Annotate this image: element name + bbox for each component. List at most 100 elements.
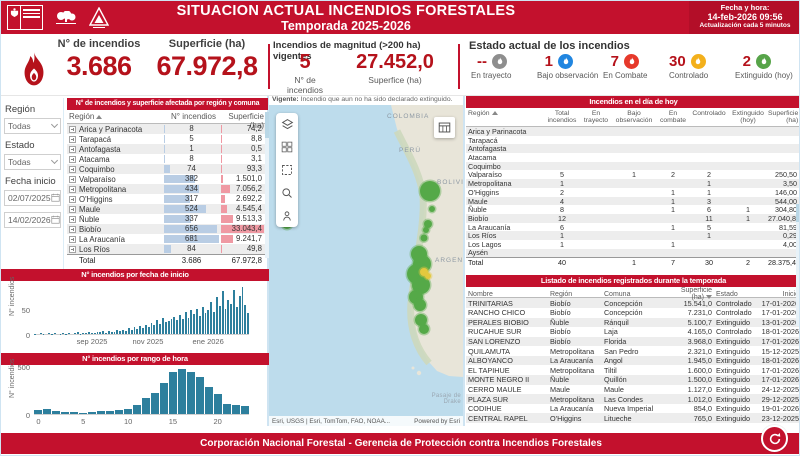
region-table-row[interactable]: Ñuble 337 9.513,3	[67, 214, 268, 224]
chart-bar[interactable]	[147, 326, 150, 334]
listado-table-row[interactable]: PERALES BIOBIO Ñuble Ránquil 5.100,7 Extingu…	[466, 317, 799, 328]
chart-bar[interactable]	[106, 410, 114, 414]
chart-bar[interactable]	[144, 325, 147, 334]
chart-bar[interactable]	[247, 313, 250, 334]
chart-bar[interactable]	[136, 329, 139, 334]
chart-bar[interactable]	[227, 299, 230, 334]
locate-person-icon[interactable]	[280, 209, 294, 223]
chart-bar[interactable]	[204, 313, 207, 334]
today-table-row[interactable]: Metropolitana 1 1 3,50	[466, 179, 799, 188]
chart-bar[interactable]	[34, 410, 42, 414]
chart-bar[interactable]	[193, 314, 196, 334]
fire-cluster-marker[interactable]	[423, 271, 433, 281]
today-table-row[interactable]: Aysén	[466, 248, 799, 257]
expand-icon[interactable]	[69, 145, 76, 153]
chart-bar[interactable]	[107, 330, 110, 334]
region-table-row[interactable]: Tarapacá 5 8,8	[67, 134, 268, 144]
chart-bar[interactable]	[159, 324, 161, 334]
chart-bar[interactable]	[196, 377, 204, 414]
chart-bar[interactable]	[96, 331, 99, 334]
fecha-hasta-input[interactable]: 14/02/2026	[4, 212, 61, 228]
chart-bar[interactable]	[139, 326, 142, 334]
chart-bar[interactable]	[119, 331, 122, 334]
chart-bar[interactable]	[184, 311, 187, 334]
chart-bar[interactable]	[153, 325, 156, 334]
fire-cluster-marker[interactable]	[418, 179, 442, 203]
chart-bar[interactable]	[201, 307, 204, 334]
listado-table-row[interactable]: MONTE NEGRO II Ñuble Quillón 1.500,0 Extingu…	[466, 375, 799, 385]
region-table-header[interactable]: Región N° incendios Superficie (ha)	[67, 110, 268, 130]
chart-bar[interactable]	[115, 410, 123, 414]
chart-bar[interactable]	[125, 330, 127, 334]
expand-icon[interactable]	[69, 235, 76, 243]
extent-select-icon[interactable]	[280, 163, 294, 177]
chart-bar[interactable]	[173, 316, 176, 334]
chart-bar[interactable]	[169, 372, 177, 414]
chart-bar[interactable]	[93, 333, 96, 334]
chart-bar[interactable]	[178, 368, 186, 414]
listado-table-row[interactable]: CERRO MAULE Maule Maule 1.127,0 Extinguido 24…	[468, 384, 799, 394]
chart-bar[interactable]	[207, 309, 210, 334]
today-table-row[interactable]: Atacama	[468, 152, 497, 162]
expand-icon[interactable]	[69, 245, 76, 253]
attribution-esri[interactable]: Powered by Esri	[414, 417, 460, 425]
listado-table-row[interactable]: CODIHUE La Araucanía Nueva Imperial 854,0 Ex…	[468, 404, 799, 414]
chart-bar[interactable]	[53, 333, 56, 334]
chart-bar[interactable]	[196, 308, 198, 334]
listado-table-row[interactable]: TRINITARIAS Biobío Concepción 15.541,0 Contr…	[466, 298, 799, 308]
chart-bar[interactable]	[223, 403, 231, 414]
listado-table-row[interactable]: EL TAPIHUE Metropolitana Tiltil 1.600,0 Exti…	[468, 365, 799, 375]
chart-bar[interactable]	[88, 331, 90, 334]
chart-bar[interactable]	[122, 329, 124, 334]
chart-bar[interactable]	[216, 297, 218, 334]
listado-table-row[interactable]: CENTRAL RAPEL O'Higgins Litueche 765,0 Extin…	[466, 413, 799, 424]
chart-bar[interactable]	[68, 332, 70, 334]
chart-bar[interactable]	[142, 398, 150, 414]
chart-bar[interactable]	[221, 290, 224, 334]
chart-bar[interactable]	[105, 332, 107, 334]
chart-bar[interactable]	[205, 387, 213, 414]
chart-bar[interactable]	[88, 412, 96, 414]
fire-cluster-marker[interactable]	[412, 297, 428, 313]
today-table-row[interactable]: Los Lagos 1 1 4,00	[468, 239, 797, 249]
region-table-row[interactable]: Antofagasta 1 0,5	[67, 144, 268, 154]
today-table-row[interactable]: Arica y Parinacota	[466, 127, 799, 136]
listado-table-row[interactable]: ALBOYANCO La Araucanía Angol 1.945,0 Extingu…	[466, 355, 799, 366]
today-table-row[interactable]: Los Ríos 1 1 0,29	[466, 231, 799, 240]
region-table-row[interactable]: La Araucanía 681 9.241,7	[67, 234, 268, 244]
chart-bar[interactable]	[113, 332, 116, 334]
estado-filter-select[interactable]: Todas	[4, 154, 61, 170]
chart-bar[interactable]	[150, 323, 153, 334]
expand-icon[interactable]	[69, 135, 76, 143]
chart-bar[interactable]	[124, 408, 132, 414]
chart-bar[interactable]	[230, 303, 233, 334]
chart-bar[interactable]	[161, 318, 164, 334]
region-table-row[interactable]: Arica y Parinacota 8 74,2	[67, 124, 268, 134]
expand-icon[interactable]	[69, 185, 76, 193]
chart-bar[interactable]	[52, 411, 60, 414]
region-table-row[interactable]: Metropolitana 434 7.056,2	[67, 184, 268, 194]
chart-bar[interactable]	[39, 333, 42, 334]
chart-bar[interactable]	[127, 328, 130, 334]
chart-bar[interactable]	[187, 371, 195, 414]
region-table-row[interactable]: Maule 524 4.545,4	[67, 204, 268, 214]
chart-bar[interactable]	[73, 333, 76, 334]
chart-bar[interactable]	[156, 320, 159, 334]
map-legend-button[interactable]	[434, 117, 455, 138]
chart-bar[interactable]	[79, 412, 87, 414]
region-table-row[interactable]: Valparaíso 382 1.501,0	[67, 174, 268, 184]
chart-bar[interactable]	[213, 311, 215, 334]
chart-bar[interactable]	[102, 331, 105, 334]
today-table-row[interactable]: O'Higgins 2 1 1 146,00	[468, 187, 797, 197]
expand-icon[interactable]	[69, 195, 76, 203]
refresh-button[interactable]	[761, 425, 788, 452]
chart-bar[interactable]	[116, 330, 119, 334]
fire-cluster-marker[interactable]	[417, 322, 431, 336]
chart-bar[interactable]	[187, 317, 190, 334]
listado-scrollbar[interactable]	[796, 204, 799, 326]
chart-bar[interactable]	[70, 411, 78, 414]
chart-bar[interactable]	[170, 319, 173, 334]
region-filter-select[interactable]: Todas	[4, 118, 61, 134]
today-table-row[interactable]: Valparaíso 5 1 2 2 250,50	[468, 170, 797, 180]
chart-bar[interactable]	[241, 406, 249, 414]
